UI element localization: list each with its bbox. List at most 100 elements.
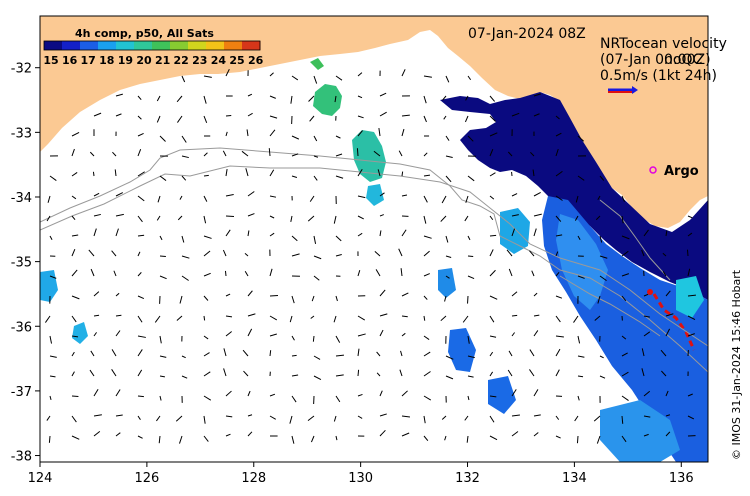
velocity-arrow xyxy=(467,355,475,359)
velocity-arrow xyxy=(181,275,189,281)
velocity-scale-text: 0.5m/s (1kt 24h) xyxy=(600,68,717,84)
velocity-arrow xyxy=(687,232,693,237)
velocity-arrow xyxy=(137,149,142,157)
colorbar-swatch xyxy=(224,41,243,50)
velocity-arrow xyxy=(555,315,561,323)
velocity-arrow xyxy=(555,115,560,120)
velocity-arrow xyxy=(245,168,249,177)
velocity-arrow xyxy=(576,435,579,444)
velocity-arrow xyxy=(49,275,57,279)
velocity-arrow xyxy=(49,335,53,344)
velocity-arrow xyxy=(269,393,276,397)
velocity-arrow xyxy=(203,174,209,177)
velocity-arrow xyxy=(400,350,403,357)
velocity-arrow xyxy=(464,215,469,222)
velocity-arrow xyxy=(379,289,386,297)
velocity-arrow xyxy=(203,335,209,340)
velocity-arrow xyxy=(137,234,145,237)
velocity-arrow xyxy=(533,414,541,417)
velocity-arrow xyxy=(181,175,187,181)
argo-label: Argo xyxy=(664,164,699,179)
velocity-arrow xyxy=(577,275,585,279)
velocity-arrow xyxy=(310,315,315,319)
velocity-arrow xyxy=(181,255,190,259)
velocity-arrow xyxy=(310,435,315,443)
velocity-arrow xyxy=(269,195,277,198)
sst-blue-southeast xyxy=(600,400,680,462)
velocity-arrow xyxy=(269,169,275,177)
velocity-arrow xyxy=(137,272,142,277)
velocity-arrow xyxy=(71,131,80,137)
velocity-arrow xyxy=(291,354,297,357)
colorbar-title: 4h comp, p50, All Sats xyxy=(75,27,214,40)
velocity-arrow xyxy=(423,273,430,277)
velocity-arrow xyxy=(357,369,360,377)
velocity-arrow xyxy=(462,315,469,323)
velocity-arrow xyxy=(445,175,452,183)
velocity-arrow xyxy=(225,229,231,237)
velocity-arrow xyxy=(529,349,535,357)
velocity-legend: NRTocean velocity (07-Jan 00:00Z) noQC 0… xyxy=(600,36,727,94)
velocity-arrow xyxy=(401,315,408,318)
velocity-arrow xyxy=(313,355,321,360)
velocity-arrow xyxy=(47,195,51,203)
velocity-arrow xyxy=(423,250,430,257)
velocity-arrow xyxy=(445,355,454,360)
velocity-arrow xyxy=(508,268,513,277)
velocity-arrow xyxy=(179,295,183,304)
velocity-arrow xyxy=(71,269,78,277)
velocity-arrow xyxy=(507,151,513,157)
colorbar-tick-label: 17 xyxy=(81,54,96,67)
velocity-arrow xyxy=(357,95,363,99)
velocity-arrow xyxy=(181,375,188,379)
velocity-arrow xyxy=(621,295,627,302)
velocity-arrow xyxy=(335,75,343,81)
velocity-arrow xyxy=(335,135,341,139)
velocity-arrow xyxy=(154,315,161,323)
velocity-arrow xyxy=(137,215,143,223)
velocity-arrow xyxy=(115,389,121,397)
velocity-arrow xyxy=(596,435,601,444)
velocity-arrow xyxy=(335,354,344,357)
credit-label: © IMOS 31-Jan-2024 15:46 Hobart xyxy=(730,269,743,460)
velocity-arrow xyxy=(621,215,624,224)
velocity-arrow xyxy=(71,148,75,157)
velocity-arrow xyxy=(137,415,141,420)
velocity-arrow xyxy=(533,314,540,317)
velocity-arrow xyxy=(335,254,342,257)
velocity-arrow xyxy=(573,315,579,323)
velocity-arrow xyxy=(398,150,403,157)
velocity-arrow xyxy=(401,69,406,77)
velocity-arrow xyxy=(577,175,585,181)
velocity-arrow xyxy=(489,172,496,177)
y-tick-label: -38 xyxy=(11,450,32,465)
velocity-arrow xyxy=(599,255,608,259)
velocity-arrow xyxy=(203,415,206,424)
velocity-arrow xyxy=(335,435,338,441)
bathymetry-contours xyxy=(40,147,708,373)
velocity-arrow xyxy=(643,415,651,418)
velocity-arrow xyxy=(445,135,450,141)
velocity-arrow xyxy=(641,348,645,357)
velocity-arrow xyxy=(225,415,233,418)
velocity-arrow xyxy=(309,195,315,202)
velocity-arrow xyxy=(445,235,449,243)
velocity-arrow xyxy=(93,192,100,197)
velocity-arrow xyxy=(49,175,57,181)
velocity-arrow xyxy=(89,369,95,377)
velocity-arrow xyxy=(269,95,276,99)
velocity-arrow xyxy=(687,215,693,219)
velocity-arrow xyxy=(225,194,234,197)
velocity-arrow xyxy=(291,135,300,140)
x-tick-label: 126 xyxy=(134,471,159,486)
velocity-arrow xyxy=(313,275,320,281)
velocity-arrow xyxy=(93,314,100,317)
velocity-arrow xyxy=(246,129,249,137)
colorbar-tick-label: 22 xyxy=(174,54,189,67)
velocity-arrow xyxy=(175,415,183,422)
velocity-arrow xyxy=(489,371,494,377)
velocity-arrow xyxy=(181,135,187,143)
velocity-arrow xyxy=(665,414,671,417)
velocity-arrow xyxy=(159,375,165,378)
velocity-arrow xyxy=(489,269,496,277)
